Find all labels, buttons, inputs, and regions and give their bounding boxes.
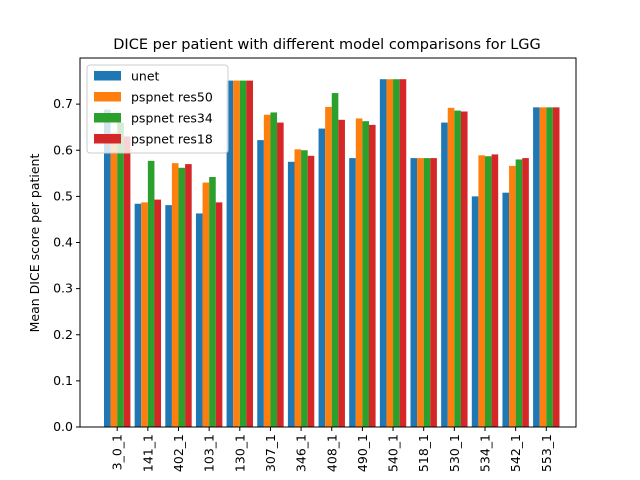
bar-pspnet-res34-540_1	[393, 79, 400, 427]
bar-pspnet-res50-490_1	[355, 118, 363, 427]
legend-box	[86, 64, 229, 154]
bar-pspnet-res34-307_1	[270, 112, 278, 428]
bar-pspnet-res34-553_1	[546, 107, 553, 427]
bar-unet-530_1	[441, 122, 448, 427]
x-tick-label: 3_0_1	[110, 434, 125, 470]
bar-pspnet-res34-3_0_1	[117, 122, 124, 427]
bar-pspnet-res50-130_1	[233, 80, 240, 427]
legend-label: pspnet res18	[131, 132, 213, 147]
bar-pspnet-res18-534_1	[491, 154, 499, 427]
bar-pspnet-res50-408_1	[325, 106, 332, 427]
bar-pspnet-res34-402_1	[178, 167, 186, 427]
bar-pspnet-res18-540_1	[399, 79, 407, 427]
chart-title: DICE per patient with different model co…	[113, 37, 541, 53]
bars-layer	[104, 79, 560, 428]
bar-pspnet-res50-141_1	[141, 202, 148, 427]
bar-unet-553_1	[533, 107, 540, 427]
bar-pspnet-res50-103_1	[202, 182, 210, 427]
y-tick-label: 0.6	[53, 142, 73, 157]
bar-unet-540_1	[379, 79, 387, 427]
bar-pspnet-res50-518_1	[417, 158, 424, 427]
bar-unet-346_1	[287, 161, 295, 427]
bar-pspnet-res34-534_1	[485, 156, 492, 427]
bar-pspnet-res34-490_1	[362, 121, 369, 427]
bar-pspnet-res50-553_1	[539, 107, 547, 427]
bar-pspnet-res50-530_1	[447, 107, 455, 427]
y-tick-label: 0.3	[53, 281, 73, 296]
legend-label: unet	[131, 69, 160, 84]
x-tick-label: 307_1	[263, 434, 278, 472]
x-tick-label: 553_1	[539, 434, 554, 472]
x-tick-label: 402_1	[171, 434, 186, 472]
legend-label: pspnet res34	[131, 111, 213, 126]
x-tick-label: 103_1	[202, 434, 217, 472]
bar-pspnet-res50-3_0_1	[110, 132, 118, 427]
legend-swatch	[94, 134, 121, 144]
bar-pspnet-res34-530_1	[454, 110, 461, 428]
x-tick-label: 141_1	[140, 434, 155, 472]
bar-pspnet-res18-103_1	[215, 202, 223, 427]
y-tick-label: 0.2	[53, 327, 73, 342]
bar-pspnet-res50-540_1	[386, 79, 394, 427]
y-axis-label: Mean DICE score per patient	[27, 154, 42, 333]
bar-unet-490_1	[349, 158, 356, 427]
legend-swatch	[94, 113, 121, 123]
bar-pspnet-res50-542_1	[509, 165, 516, 427]
bar-pspnet-res34-130_1	[239, 80, 247, 427]
x-tick-label: 490_1	[355, 434, 370, 472]
bar-pspnet-res34-542_1	[515, 159, 523, 427]
y-tick-label: 0.5	[53, 188, 73, 203]
x-tick-label: 346_1	[294, 434, 309, 472]
bar-pspnet-res50-346_1	[294, 149, 302, 427]
x-tick-label: 530_1	[447, 434, 462, 472]
bar-pspnet-res18-518_1	[430, 158, 437, 427]
bar-pspnet-res18-3_0_1	[123, 136, 131, 427]
x-tick-label: 130_1	[232, 434, 247, 472]
legend-label: pspnet res50	[131, 90, 213, 105]
x-tick-label: 534_1	[478, 434, 493, 472]
bar-pspnet-res18-530_1	[460, 111, 468, 427]
bar-unet-518_1	[410, 158, 418, 427]
x-tick-label: 542_1	[508, 434, 523, 472]
bar-unet-307_1	[257, 140, 264, 428]
legend-swatch	[94, 92, 121, 102]
bar-pspnet-res34-408_1	[331, 93, 339, 428]
bar-pspnet-res18-542_1	[522, 158, 529, 427]
bar-pspnet-res34-141_1	[147, 160, 155, 427]
bar-pspnet-res50-534_1	[478, 155, 485, 428]
y-tick-label: 0.0	[53, 419, 73, 434]
bar-pspnet-res50-307_1	[263, 114, 271, 427]
legend-swatch	[94, 71, 121, 81]
y-tick-label: 0.7	[53, 96, 73, 111]
ticks-layer: 0.0 0.1 0.2 0.3 0.4 0.5 0.6 0.7 3_0_1 141_1 402_1 1…	[53, 96, 554, 472]
bar-pspnet-res18-130_1	[246, 80, 253, 427]
bar-pspnet-res18-307_1	[277, 122, 284, 427]
y-tick-label: 0.4	[53, 235, 73, 250]
bar-unet-534_1	[471, 196, 479, 427]
bar-unet-141_1	[134, 203, 142, 427]
x-tick-label: 408_1	[324, 434, 339, 472]
bar-pspnet-res18-408_1	[338, 119, 345, 428]
bar-pspnet-res18-346_1	[307, 155, 315, 427]
bar-unet-402_1	[165, 205, 172, 427]
bar-unet-542_1	[502, 192, 510, 427]
bar-unet-103_1	[195, 213, 203, 427]
bar-pspnet-res18-141_1	[154, 199, 162, 427]
x-tick-label: 540_1	[386, 434, 401, 472]
bar-unet-408_1	[318, 128, 326, 428]
bar-pspnet-res18-553_1	[552, 107, 560, 427]
bar-pspnet-res18-402_1	[185, 164, 192, 427]
bar-unet-130_1	[226, 80, 234, 427]
bar-unet-3_0_1	[104, 109, 111, 427]
bar-pspnet-res34-103_1	[209, 177, 216, 427]
bar-pspnet-res34-518_1	[423, 158, 431, 427]
y-tick-label: 0.1	[53, 373, 73, 388]
legend: unet pspnet res50 pspnet res34 pspnet res18	[86, 64, 229, 154]
x-tick-label: 518_1	[416, 434, 431, 472]
bar-pspnet-res50-402_1	[171, 163, 179, 428]
bar-pspnet-res34-346_1	[301, 150, 308, 427]
bar-pspnet-res18-490_1	[369, 124, 376, 427]
